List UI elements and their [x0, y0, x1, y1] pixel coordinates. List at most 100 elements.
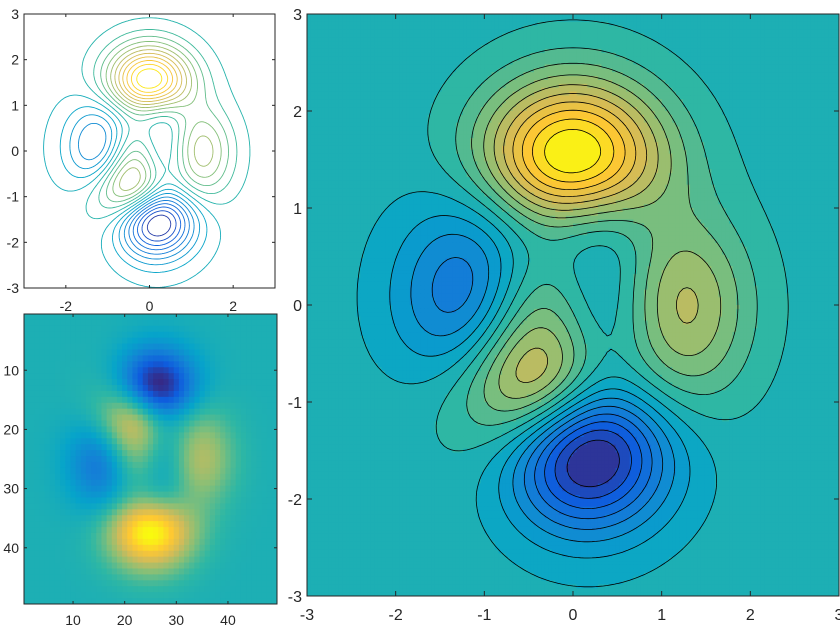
filled-contour-cell: [814, 41, 819, 46]
filled-contour-cell: [477, 64, 482, 69]
image-grid-cell: [101, 580, 108, 587]
filled-contour-cell: [395, 60, 400, 66]
image-grid-cell: [158, 414, 164, 422]
filled-contour-cell: [686, 41, 691, 46]
image-grid-cell: [230, 532, 237, 540]
image-grid-cell: [29, 580, 35, 587]
filled-contour-cell: [729, 72, 734, 77]
filled-contour-cell: [537, 45, 542, 50]
image-grid-cell: [39, 390, 46, 398]
image-grid-cell: [168, 568, 175, 575]
filled-contour-cell: [615, 41, 620, 46]
image-grid-cell: [65, 461, 71, 469]
image-grid-cell: [251, 544, 257, 552]
image-grid-cell: [173, 426, 180, 433]
filled-contour-cell: [484, 52, 489, 58]
filled-contour-cell: [434, 29, 439, 34]
image-grid-cell: [251, 598, 257, 605]
filled-contour-cell: [643, 17, 649, 23]
filled-contour-cell: [548, 56, 553, 62]
filled-contour-cell: [516, 60, 521, 66]
filled-contour-cell: [707, 25, 712, 31]
filled-contour-cell: [647, 48, 652, 54]
image-grid-cell: [106, 314, 113, 321]
filled-contour-cell: [523, 41, 528, 46]
filled-contour-cell: [831, 21, 837, 27]
filled-contour-cell: [523, 48, 528, 54]
filled-contour-cell: [381, 41, 386, 46]
image-grid-cell: [39, 568, 46, 575]
filled-contour-cell: [718, 64, 723, 69]
filled-contour-cell: [441, 64, 446, 69]
filled-contour-cell: [668, 33, 673, 38]
image-grid-cell: [147, 598, 154, 605]
image-grid-cell: [235, 361, 242, 368]
image-grid-cell: [215, 598, 221, 605]
filled-contour-cell: [789, 25, 794, 31]
filled-contour-cell: [409, 17, 414, 23]
image-grid-cell: [111, 521, 118, 528]
filled-contour-cell: [455, 25, 461, 31]
filled-contour-cell: [814, 48, 819, 54]
filled-contour-cell: [409, 33, 414, 38]
image-grid-cell: [137, 580, 144, 587]
filled-contour-cell: [385, 68, 390, 73]
filled-contour-cell: [796, 45, 801, 50]
filled-contour-cell: [392, 37, 397, 42]
filled-contour-cell: [601, 17, 606, 23]
image-grid-cell: [39, 379, 46, 386]
image-grid-cell: [101, 586, 108, 593]
image-grid-cell: [127, 509, 133, 516]
image-grid-cell: [158, 355, 164, 362]
image-grid-cell: [153, 532, 159, 540]
filled-contour-cell: [427, 45, 432, 50]
filled-contour-cell: [658, 45, 663, 50]
filled-contour-cell: [523, 17, 528, 23]
filled-contour-cell: [711, 60, 716, 66]
contour-lines-y-tick-label: -1: [7, 189, 20, 205]
filled-contour-cell: [353, 25, 358, 31]
filled-contour-cell: [310, 41, 315, 46]
image-grid-cell: [220, 319, 226, 327]
filled-contour-cell: [338, 48, 344, 54]
image-grid-cell: [230, 420, 237, 427]
image-grid-cell: [96, 497, 102, 504]
filled-contour-cell: [470, 76, 475, 81]
filled-contour-cell: [739, 17, 744, 23]
image-grid-cell: [220, 479, 226, 487]
image-grid-cell: [34, 527, 40, 534]
filled-contour-cell: [399, 37, 404, 42]
filled-contour-cell: [729, 60, 734, 66]
image-grid-cell: [153, 343, 159, 351]
image-grid-cell: [220, 467, 226, 475]
filled-contour-cell: [473, 21, 478, 27]
filled-contour-cell: [704, 52, 709, 58]
image-grid-cell: [49, 467, 56, 475]
image-grid-cell: [158, 580, 164, 587]
image-grid-cell: [266, 491, 273, 498]
filled-contour-cell: [636, 21, 641, 27]
image-grid-cell: [256, 491, 263, 498]
image-grid-cell: [153, 373, 159, 380]
filled-contour-cell: [775, 45, 780, 50]
image-grid-cell: [256, 331, 263, 339]
filled-contour-cell: [459, 68, 464, 73]
filled-contour-cell: [711, 56, 716, 62]
filled-contour-cell: [374, 68, 379, 73]
image-grid-cell: [39, 598, 46, 605]
filled-contour-cell: [622, 72, 627, 77]
filled-contour-cell: [533, 52, 539, 58]
filled-contour-cell: [480, 41, 485, 46]
filled-contour-cell: [573, 76, 578, 81]
image-grid-cell: [70, 319, 77, 327]
image-grid-cell: [54, 568, 61, 575]
image-grid-cell: [178, 373, 185, 380]
filled-contour-cell: [693, 17, 698, 23]
filled-contour-cell: [718, 29, 723, 34]
image-grid-cell: [96, 521, 102, 528]
filled-contour-cell: [792, 21, 798, 27]
image-grid-cell: [34, 349, 40, 356]
filled-contour-cell: [434, 21, 439, 27]
filled-contour-cell: [367, 72, 372, 77]
image-grid-cell: [163, 574, 170, 581]
